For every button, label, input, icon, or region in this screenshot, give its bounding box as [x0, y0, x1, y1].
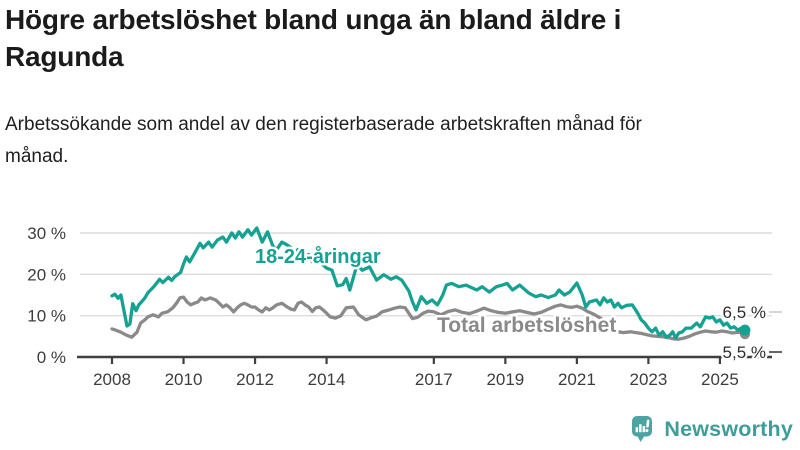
- x-axis-label: 2025: [701, 370, 739, 389]
- series-label: 18-24-åringar: [255, 245, 381, 268]
- x-axis-label: 2010: [165, 370, 203, 389]
- series-line: [110, 226, 747, 340]
- newsworthy-attribution: Newsworthy: [631, 415, 793, 443]
- chart-subtitle: Arbetssökande som andel av den registerb…: [5, 114, 642, 167]
- y-axis-label: 10 %: [27, 307, 66, 326]
- newsworthy-logo-icon: [632, 416, 653, 442]
- y-axis-label: 30 %: [27, 224, 66, 243]
- series-label: Total arbetslöshet: [437, 314, 616, 337]
- series-end-dot: [739, 324, 751, 336]
- end-value-label: 5,5 %: [723, 343, 766, 362]
- x-axis-label: 2012: [236, 370, 274, 389]
- x-axis-label: 2023: [629, 370, 667, 389]
- x-axis-label: 2014: [308, 370, 346, 389]
- x-axis-label: 2019: [486, 370, 524, 389]
- chart-canvas: 0 % 10 % 20 % 30 % 2008 2010 2012 2014 2017 2019 2…: [27, 224, 782, 389]
- newsworthy-brand-text: Newsworthy: [664, 416, 793, 441]
- x-axis-label: 2017: [415, 370, 453, 389]
- end-value-label: 6,5 %: [723, 303, 766, 322]
- page-title: Högre arbetslöshet bland unga än bland ä…: [5, 4, 622, 72]
- series-line: [110, 295, 747, 341]
- x-axis-label: 2008: [93, 370, 131, 389]
- x-axis-label: 2021: [558, 370, 596, 389]
- y-axis-label: 0 %: [37, 348, 66, 367]
- y-axis-label: 20 %: [27, 265, 66, 284]
- unemployment-line-chart: 0 % 10 % 20 % 30 % 2008 2010 2012 2014 2017 2019 2…: [0, 205, 800, 405]
